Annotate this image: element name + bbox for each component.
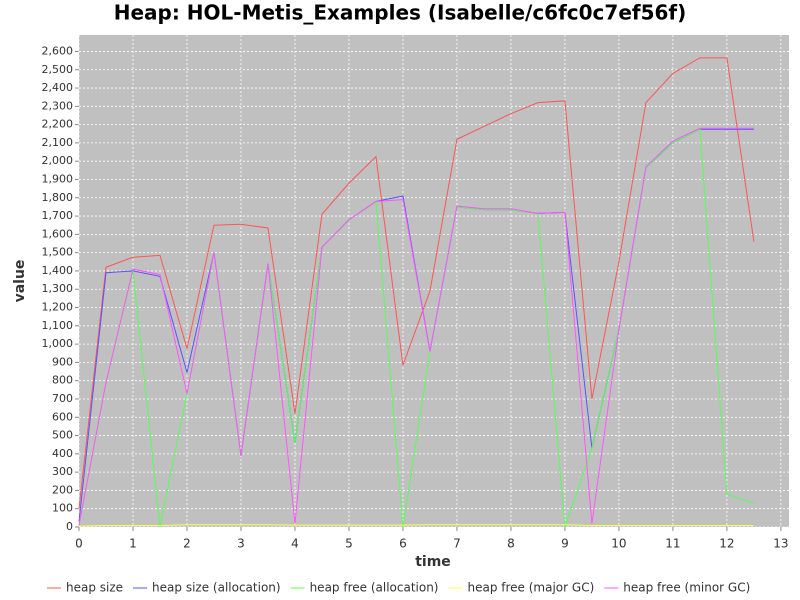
- legend-label: heap free (minor GC): [623, 581, 750, 595]
- x-tick-label: 0: [75, 537, 83, 551]
- y-tick-label: 400: [52, 447, 73, 460]
- x-tick-label: 9: [561, 537, 569, 551]
- y-tick-label: 1,100: [42, 319, 74, 332]
- series-line: [78, 524, 754, 527]
- y-tick-label: 2,300: [42, 99, 74, 112]
- y-tick-label: 1,600: [42, 227, 74, 240]
- x-tick-label: 4: [291, 537, 299, 551]
- y-tick-label: 1,500: [42, 246, 74, 259]
- x-tick-label: 10: [611, 537, 626, 551]
- legend-label: heap free (allocation): [310, 581, 439, 595]
- legend-label: heap size: [66, 581, 123, 595]
- y-tick-label: 1,700: [42, 209, 74, 222]
- x-tick-label: 6: [399, 537, 407, 551]
- x-tick-label: 5: [345, 537, 353, 551]
- x-tick-label: 1: [129, 537, 137, 551]
- y-tick-label: 0: [66, 520, 73, 533]
- y-tick-label: 2,100: [42, 136, 74, 149]
- y-tick-label: 500: [52, 429, 73, 442]
- y-tick-label: 1,900: [42, 172, 74, 185]
- x-tick-label: 12: [719, 537, 734, 551]
- x-tick-label: 2: [183, 537, 191, 551]
- y-tick-label: 1,800: [42, 191, 74, 204]
- series-line: [78, 127, 754, 526]
- y-tick-label: 800: [52, 374, 73, 387]
- y-tick-label: 200: [52, 483, 73, 496]
- y-tick-label: 2,200: [42, 118, 74, 131]
- y-tick-label: 900: [52, 355, 73, 368]
- y-tick-label: 100: [52, 502, 73, 515]
- y-tick-label: 700: [52, 392, 73, 405]
- x-axis-label: time: [415, 554, 451, 570]
- series-line: [78, 57, 755, 509]
- x-tick-label: 3: [237, 537, 245, 551]
- legend-label: heap free (major GC): [468, 581, 595, 595]
- legend-label: heap size (allocation): [152, 581, 281, 595]
- plot-area: [79, 35, 789, 527]
- y-tick-label: 1,400: [42, 264, 74, 277]
- y-axis-label: value: [12, 260, 28, 303]
- y-tick-label: 2,600: [42, 44, 74, 57]
- x-tick-label: 11: [665, 537, 680, 551]
- y-tick-label: 600: [52, 410, 73, 423]
- x-tick-label: 13: [773, 537, 788, 551]
- x-tick-label: 7: [453, 537, 461, 551]
- chart-title: Heap: HOL-Metis_Examples (Isabelle/c6fc0…: [114, 1, 687, 25]
- x-tick-label: 8: [507, 537, 515, 551]
- y-tick-label: 2,400: [42, 81, 74, 94]
- y-tick-label: 1,300: [42, 282, 74, 295]
- y-tick-label: 300: [52, 465, 73, 478]
- y-tick-label: 1,200: [42, 301, 74, 314]
- y-tick-label: 2,500: [42, 63, 74, 76]
- y-tick-label: 2,000: [42, 154, 74, 167]
- y-tick-label: 1,000: [42, 337, 74, 350]
